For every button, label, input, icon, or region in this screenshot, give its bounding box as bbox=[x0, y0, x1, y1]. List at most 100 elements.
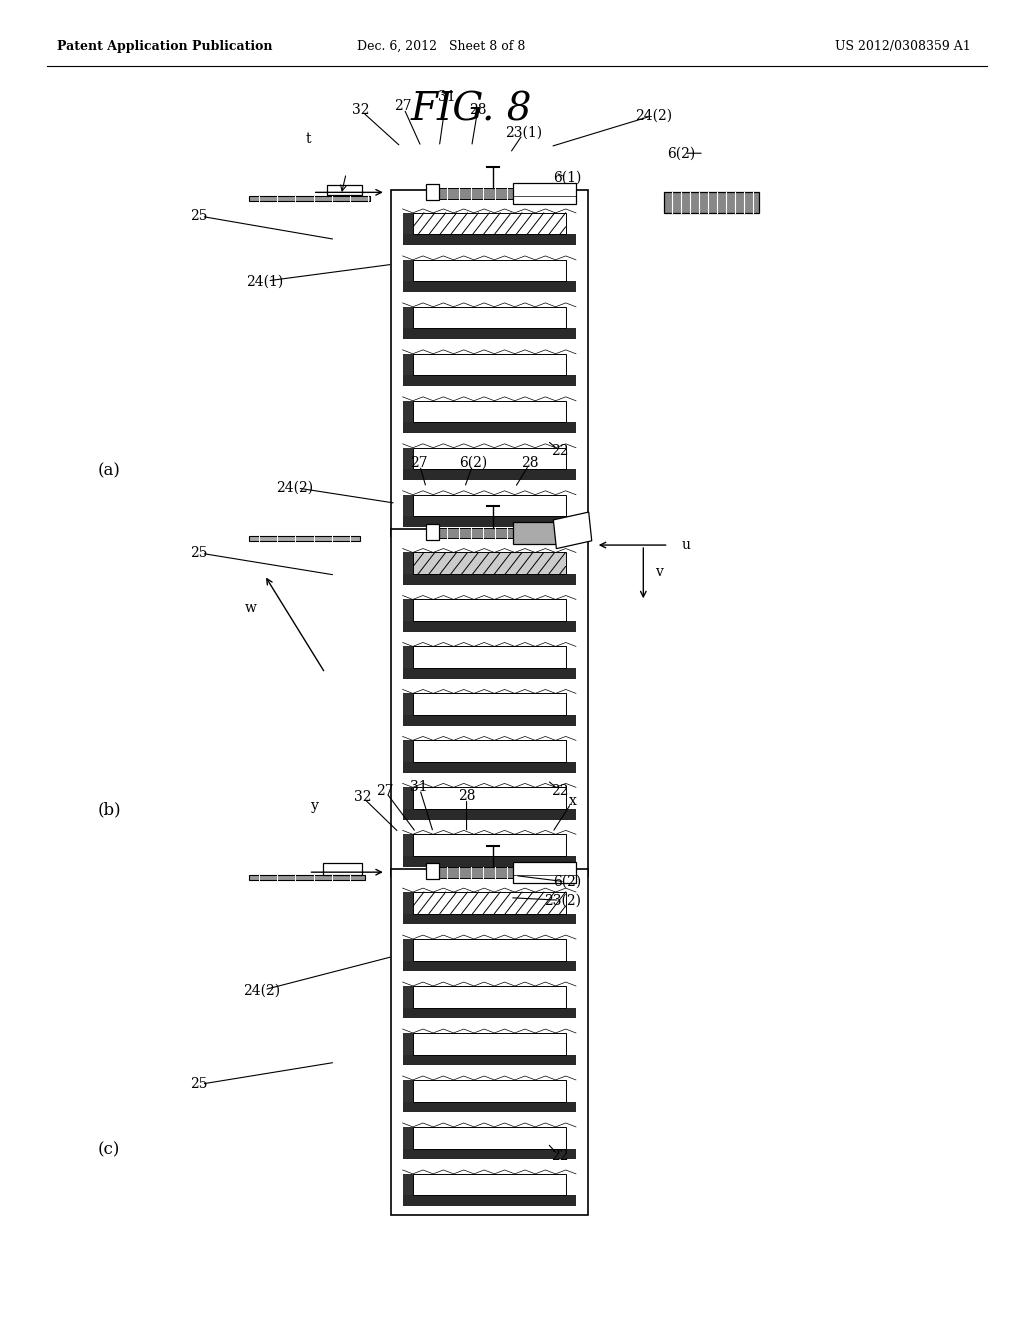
Text: 24(2): 24(2) bbox=[635, 108, 672, 123]
Bar bbox=[413, 986, 565, 1007]
Bar bbox=[402, 693, 413, 715]
Bar bbox=[413, 306, 565, 329]
Bar bbox=[402, 939, 413, 961]
Bar bbox=[402, 235, 575, 246]
Bar bbox=[413, 260, 565, 281]
Bar bbox=[402, 375, 575, 387]
Text: 6(2): 6(2) bbox=[460, 455, 487, 470]
Text: v: v bbox=[655, 565, 664, 579]
Bar bbox=[402, 668, 575, 678]
Bar bbox=[402, 470, 575, 480]
Text: t: t bbox=[305, 132, 310, 147]
Text: 32: 32 bbox=[351, 103, 370, 117]
Bar bbox=[426, 863, 438, 879]
Text: 24(1): 24(1) bbox=[246, 275, 284, 288]
Text: 27: 27 bbox=[376, 784, 393, 797]
Bar bbox=[402, 834, 413, 855]
Text: 28: 28 bbox=[469, 103, 486, 117]
Bar bbox=[402, 986, 413, 1007]
Text: 22: 22 bbox=[551, 1150, 568, 1163]
Bar bbox=[402, 422, 575, 433]
Bar bbox=[438, 528, 532, 539]
Bar bbox=[413, 647, 565, 668]
Bar bbox=[249, 536, 359, 541]
Bar bbox=[402, 1034, 413, 1055]
Text: 27: 27 bbox=[411, 455, 428, 470]
Text: u: u bbox=[682, 539, 691, 552]
Text: 32: 32 bbox=[353, 791, 372, 804]
Bar bbox=[513, 523, 557, 544]
Bar bbox=[413, 892, 565, 913]
Bar bbox=[402, 354, 413, 375]
Bar bbox=[402, 1102, 575, 1113]
Bar bbox=[413, 553, 565, 574]
Text: 24(2): 24(2) bbox=[276, 480, 313, 495]
Bar bbox=[402, 1148, 575, 1159]
Bar bbox=[664, 193, 760, 214]
Bar bbox=[413, 354, 565, 375]
Bar bbox=[402, 855, 575, 867]
Text: 25: 25 bbox=[190, 1077, 208, 1092]
Polygon shape bbox=[553, 512, 592, 549]
Bar bbox=[426, 185, 438, 201]
Text: x: x bbox=[568, 795, 577, 808]
Bar bbox=[402, 306, 413, 329]
Bar bbox=[413, 1080, 565, 1102]
Bar bbox=[413, 401, 565, 422]
Text: US 2012/0308359 A1: US 2012/0308359 A1 bbox=[836, 40, 971, 53]
Bar bbox=[402, 620, 575, 632]
Bar bbox=[438, 187, 532, 199]
Bar bbox=[413, 213, 565, 235]
Text: Dec. 6, 2012   Sheet 8 of 8: Dec. 6, 2012 Sheet 8 of 8 bbox=[357, 40, 525, 53]
Bar bbox=[413, 693, 565, 715]
Bar bbox=[402, 892, 413, 913]
Text: (b): (b) bbox=[98, 801, 122, 818]
Bar bbox=[426, 524, 438, 540]
Bar bbox=[402, 961, 575, 972]
Bar bbox=[413, 1034, 565, 1055]
Text: 28: 28 bbox=[458, 789, 475, 803]
Text: (c): (c) bbox=[98, 1142, 120, 1158]
Bar bbox=[402, 599, 413, 620]
Bar bbox=[402, 516, 575, 527]
Text: 31: 31 bbox=[437, 90, 455, 104]
Bar bbox=[402, 762, 575, 772]
Bar bbox=[413, 1173, 565, 1196]
Bar bbox=[391, 190, 588, 536]
Text: 24(2): 24(2) bbox=[243, 983, 280, 998]
Text: 28: 28 bbox=[521, 455, 539, 470]
Bar bbox=[413, 787, 565, 809]
Bar bbox=[413, 1127, 565, 1148]
Bar bbox=[513, 182, 575, 205]
Text: 25: 25 bbox=[190, 546, 208, 560]
Text: 31: 31 bbox=[411, 780, 428, 793]
Text: 6(1): 6(1) bbox=[553, 172, 582, 185]
Text: (a): (a) bbox=[98, 462, 121, 479]
Bar bbox=[402, 1196, 575, 1206]
Bar bbox=[249, 195, 370, 201]
Bar bbox=[323, 863, 362, 875]
Bar bbox=[402, 495, 413, 516]
Bar bbox=[391, 529, 588, 875]
Bar bbox=[402, 574, 575, 585]
Text: 6(2): 6(2) bbox=[668, 147, 696, 160]
Text: 22: 22 bbox=[551, 444, 568, 458]
Text: w: w bbox=[245, 601, 256, 615]
Text: 25: 25 bbox=[190, 209, 208, 223]
Bar bbox=[402, 260, 413, 281]
Bar bbox=[402, 647, 413, 668]
Bar bbox=[391, 869, 588, 1216]
Bar bbox=[413, 495, 565, 516]
Bar bbox=[413, 599, 565, 620]
Bar bbox=[402, 1080, 413, 1102]
Bar bbox=[402, 447, 413, 470]
Text: Patent Application Publication: Patent Application Publication bbox=[57, 40, 273, 53]
Bar bbox=[402, 741, 413, 762]
Bar bbox=[402, 213, 413, 235]
Bar bbox=[413, 447, 565, 470]
Bar bbox=[402, 281, 575, 292]
Bar bbox=[413, 741, 565, 762]
Bar bbox=[402, 1007, 575, 1019]
Text: 6(2): 6(2) bbox=[553, 875, 582, 890]
Bar bbox=[327, 185, 362, 195]
